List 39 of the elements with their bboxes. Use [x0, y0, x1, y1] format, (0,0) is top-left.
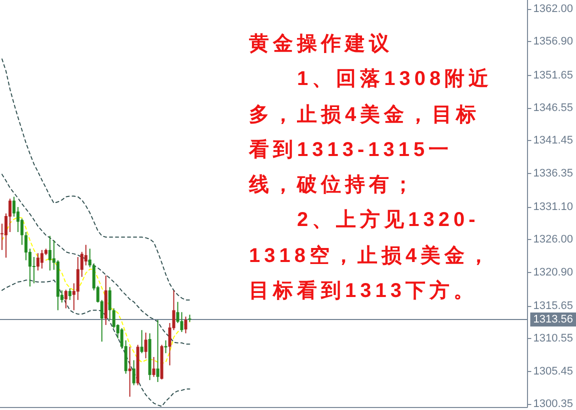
- candlestick: [144, 332, 148, 359]
- candlestick: [156, 319, 160, 383]
- candlestick: [84, 244, 88, 266]
- candlestick: [68, 288, 72, 300]
- text: 黄金操作建议: [249, 32, 394, 57]
- y-tick-label: 1341.45: [533, 134, 574, 147]
- y-tick-label: 1336.35: [533, 167, 574, 180]
- y-tick-label: 1305.45: [533, 365, 574, 378]
- candlestick: [40, 249, 44, 270]
- candlestick: [36, 252, 40, 271]
- candlestick: [108, 286, 112, 320]
- candlestick: [8, 198, 12, 233]
- y-tick-label: 1346.55: [533, 102, 574, 114]
- candlestick: [152, 356, 156, 378]
- y-tick-label: 1356.90: [533, 36, 574, 48]
- candlestick: [180, 312, 184, 333]
- y-tick-label: 1351.65: [533, 69, 574, 82]
- y-tick-label: 1326.00: [533, 234, 574, 246]
- candlestick: [132, 360, 136, 386]
- candlestick: [76, 256, 80, 300]
- candlestick: [188, 314, 192, 322]
- line-series: [1, 280, 190, 407]
- candlestick: [64, 289, 68, 309]
- y-tick-label: 1315.65: [533, 300, 574, 312]
- candlestick: [48, 235, 52, 271]
- annotation: 2、上方见1320-1318空，止损4美金，目标看到1313下方。: [249, 208, 494, 304]
- candlestick: [184, 316, 188, 334]
- candlestick: [88, 248, 92, 268]
- candlestick: [164, 340, 168, 354]
- y-tick-label: 1331.10: [533, 201, 574, 214]
- y-tick-label: 1362.00: [533, 2, 574, 15]
- ref-line-label: 1313.56: [533, 313, 574, 326]
- candlestick: [128, 346, 132, 398]
- candlestick: [140, 330, 144, 354]
- y-tick-label: 1300.35: [533, 398, 574, 410]
- annotation: 1、回落1308附近多，止损4美金，目标看到1313-1315一线，破位持有；: [249, 67, 494, 198]
- line-series: [1, 58, 190, 300]
- y-tick-label: 1310.55: [533, 332, 574, 345]
- y-tick-label: 1320.90: [533, 266, 574, 278]
